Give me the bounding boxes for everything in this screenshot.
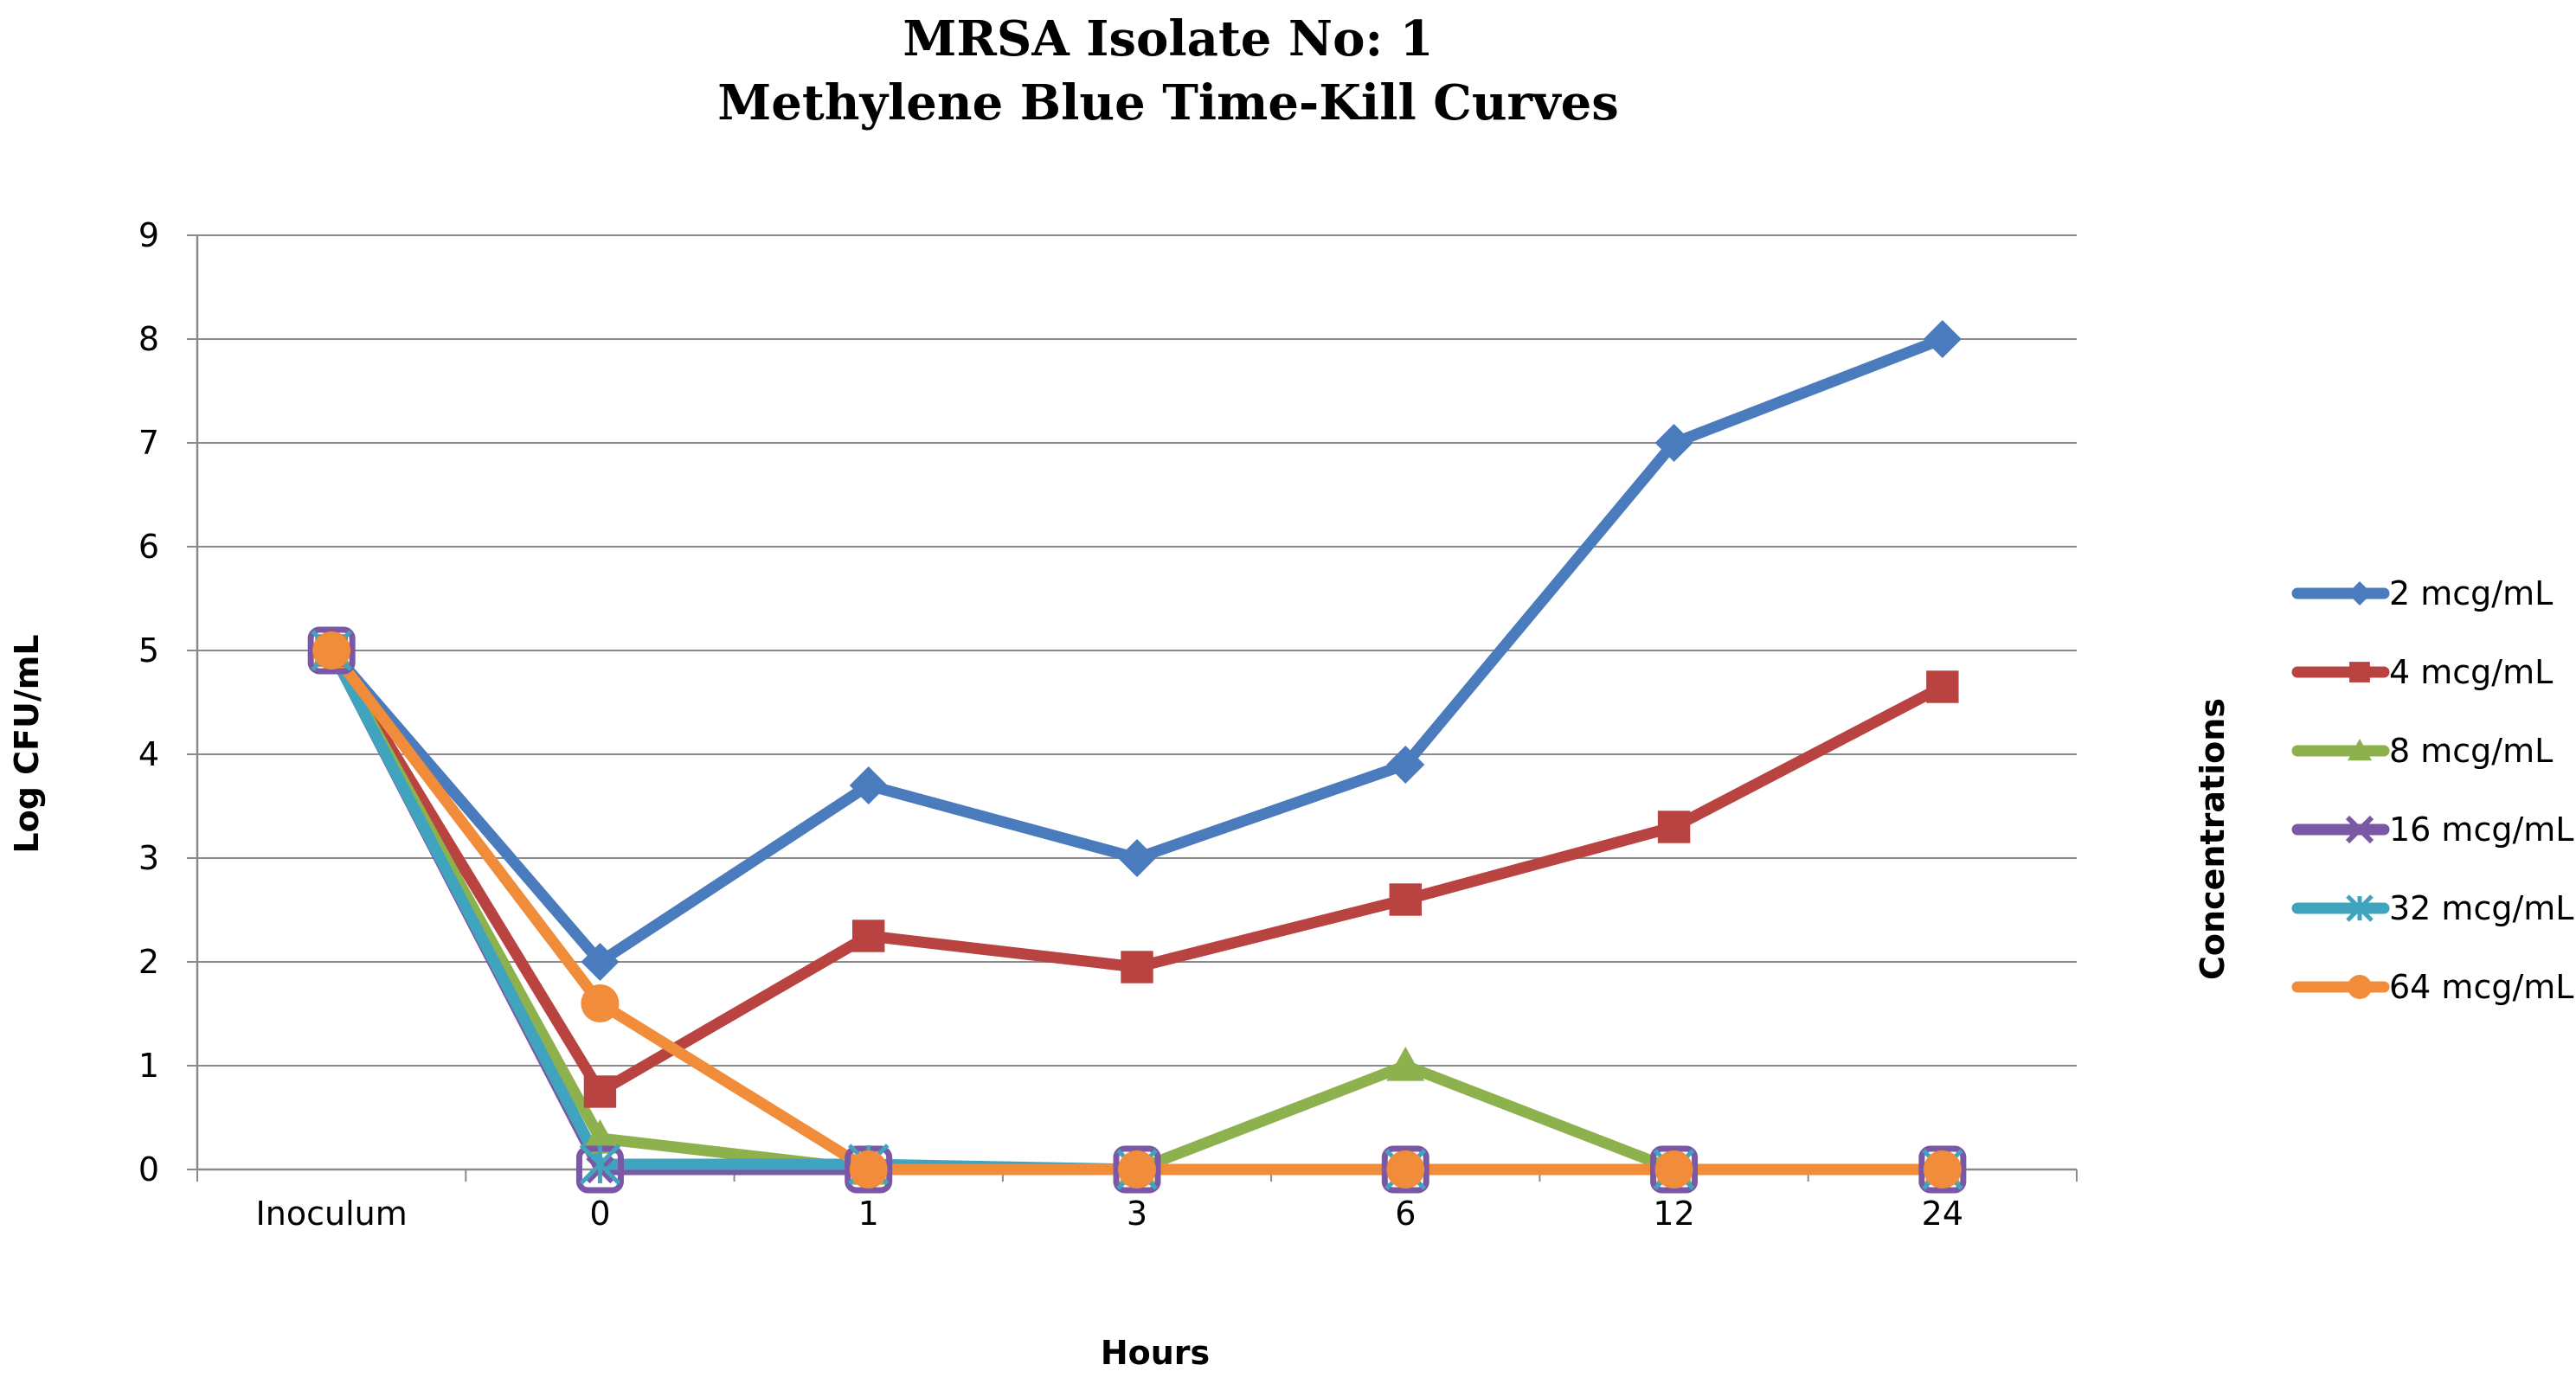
x-tick-label: 1 <box>858 1195 879 1233</box>
data-point <box>1926 670 1959 703</box>
y-tick-label: 2 <box>138 943 159 981</box>
data-point <box>1386 746 1425 784</box>
data-point <box>1386 1150 1425 1189</box>
data-point-halo <box>1113 1145 1161 1194</box>
data-point-halo <box>1650 1145 1699 1194</box>
data-point <box>1118 1150 1156 1189</box>
x-tick-label: Inoculum <box>256 1195 408 1233</box>
x-axis-ticks: Inoculum 0 1 3 6 12 24 <box>196 1169 2078 1233</box>
data-point <box>1654 1150 1693 1189</box>
y-tick-label: 9 <box>138 216 159 254</box>
legend-marker <box>2345 815 2374 844</box>
chart-title-line-2: Methylene Blue Time-Kill Curves <box>717 74 1618 131</box>
y-tick-label: 8 <box>138 320 159 358</box>
legend-label: 16 mcg/mL <box>2389 811 2573 849</box>
legend-label: 32 mcg/mL <box>2389 889 2573 927</box>
y-tick-label: 1 <box>138 1047 159 1085</box>
x-tick-label: 24 <box>1922 1195 1963 1233</box>
legend-marker <box>2348 975 2372 999</box>
y-tick-label: 7 <box>138 424 159 462</box>
data-point <box>1389 883 1422 916</box>
x-tick-label: 6 <box>1395 1195 1416 1233</box>
data-point <box>852 919 885 952</box>
chart-title-line-1: MRSA Isolate No: 1 <box>903 10 1433 67</box>
legend-label: 2 mcg/mL <box>2389 574 2553 612</box>
axes <box>196 235 2077 1171</box>
series-markers <box>307 320 1967 1194</box>
legend-marker <box>2348 581 2372 606</box>
data-point-halo <box>1381 1145 1429 1194</box>
y-tick-label: 3 <box>138 839 159 877</box>
legend-marker <box>2346 894 2374 922</box>
data-point <box>849 1150 888 1189</box>
data-point <box>583 1075 617 1108</box>
legend-label: 64 mcg/mL <box>2389 968 2573 1006</box>
legend-marker <box>2349 662 2370 682</box>
x-axis-label: Hours <box>1101 1334 1210 1372</box>
y-axis-ticks: 0 1 2 3 4 5 6 7 8 9 <box>138 216 197 1189</box>
legend: 2 mcg/mL 4 mcg/mL 8 mcg/mL 16 mcg/mL 32 mcg/… <box>2291 574 2573 1006</box>
data-point <box>581 984 620 1022</box>
data-point <box>849 766 888 804</box>
series-line <box>325 644 1949 1176</box>
data-point <box>1118 839 1156 877</box>
data-point <box>581 1119 620 1154</box>
x-tick-label: 3 <box>1127 1195 1147 1233</box>
data-point <box>1923 320 1962 358</box>
data-point <box>581 943 620 981</box>
y-tick-label: 0 <box>138 1150 159 1189</box>
data-point <box>1657 811 1691 843</box>
data-point-halo <box>307 626 356 675</box>
data-point <box>1654 424 1693 462</box>
data-point-halo <box>1918 1145 1967 1194</box>
legend-label: 8 mcg/mL <box>2389 732 2553 770</box>
x-tick-label: 12 <box>1653 1195 1694 1233</box>
data-point <box>1386 1047 1425 1081</box>
data-point <box>579 1144 621 1185</box>
y-tick-label: 4 <box>138 735 159 773</box>
x-tick-label: 0 <box>589 1195 610 1233</box>
legend-title: Concentrations <box>2194 698 2232 980</box>
data-point <box>312 631 351 670</box>
data-point <box>1121 951 1153 984</box>
y-tick-label: 5 <box>138 631 159 670</box>
y-axis-label: Log CFU/mL <box>8 634 46 853</box>
y-tick-label: 6 <box>138 528 159 566</box>
legend-marker <box>2348 739 2372 761</box>
legend-label: 4 mcg/mL <box>2389 653 2553 691</box>
data-point <box>1923 1150 1962 1189</box>
